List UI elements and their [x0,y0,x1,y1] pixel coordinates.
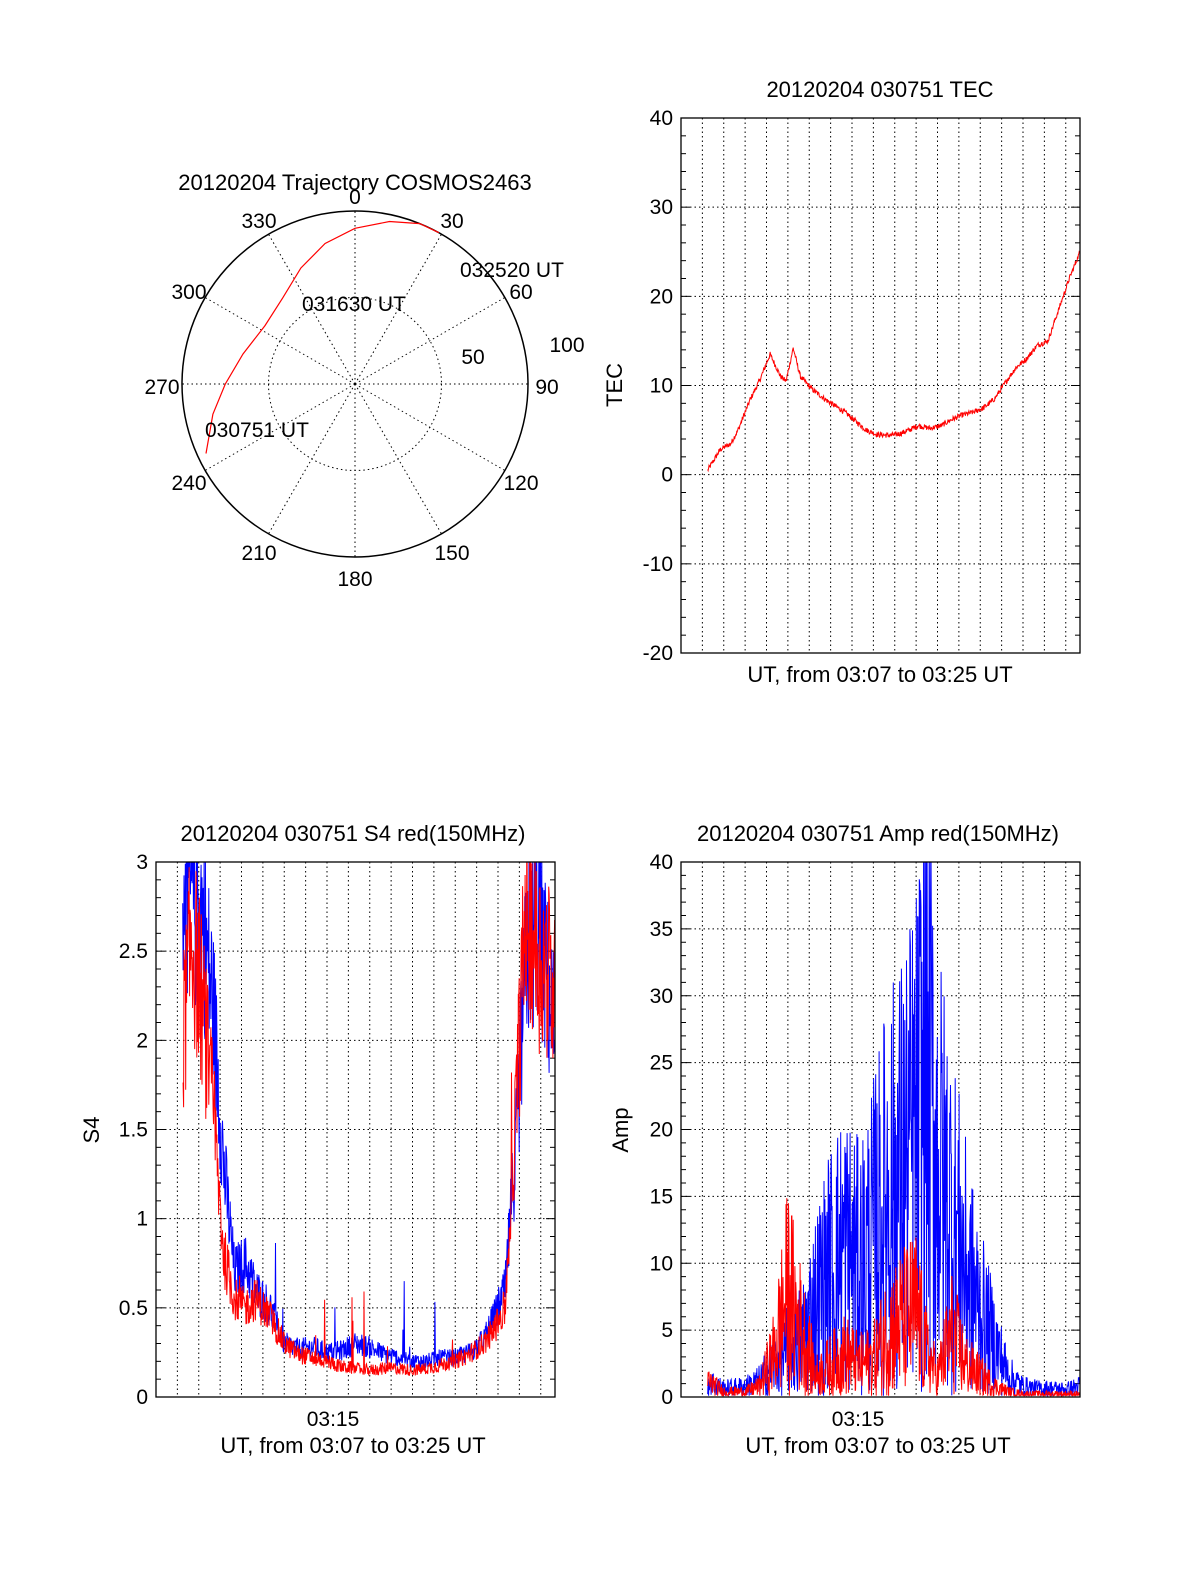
amp-title: 20120204 030751 Amp red(150MHz) [697,821,1059,846]
amp-series-line [707,1198,1080,1397]
s4-series-line [182,862,555,1370]
polar-azimuth-label: 180 [337,568,372,591]
polar-spoke-30 [354,233,442,385]
s4-xlabel: UT, from 03:07 to 03:25 UT [220,1433,485,1458]
amp-ytick-label: 35 [650,918,673,941]
polar-azimuth-label: 0 [349,186,361,209]
polar-ring-label: 50 [461,346,484,369]
s4-ytick-label: 1.5 [119,1119,148,1142]
s4-plot-frame [155,861,556,1398]
s4-ytick-label: 2 [136,1029,148,1052]
tec-ytick-label: 10 [650,375,673,398]
s4-ytick-label: 1 [136,1208,148,1231]
polar-spoke-150 [354,383,442,535]
polar-azimuth-label: 30 [440,210,463,233]
polar-azimuth-label: 330 [241,210,276,233]
tec-ytick-label: 20 [650,285,673,308]
s4-title: 20120204 030751 S4 red(150MHz) [181,821,526,846]
amp-chart: 20120204 030751 Amp red(150MHz) 03:15 UT… [608,821,1081,1458]
amp-plot-frame [680,861,1081,1398]
s4-series-line [182,862,555,1376]
s4-ytick-label: 3 [136,851,148,874]
tec-xlabel: UT, from 03:07 to 03:25 UT [747,662,1012,687]
polar-spoke-330 [268,233,356,385]
polar-azimuth-label: 150 [434,542,469,565]
polar-azimuth-label: 300 [171,281,206,304]
tec-plot-frame [680,117,1081,654]
s4-chart: 20120204 030751 S4 red(150MHz) 03:15 UT,… [79,821,556,1458]
amp-ytick-label: 0 [661,1386,673,1409]
tec-ytick-label: 40 [650,107,673,130]
polar-time-annotation: 030751 UT [205,419,309,442]
polar-time-annotation: 031630 UT [302,293,406,316]
amp-ylabel: Amp [608,1107,633,1152]
polar-title: 20120204 Trajectory COSMOS2463 [178,170,531,195]
s4-ytick-label: 0.5 [119,1297,148,1320]
tec-ytick-label: -20 [643,642,673,665]
amp-ytick-label: 10 [650,1252,673,1275]
tec-ytick-label: 30 [650,196,673,219]
polar-azimuth-label: 90 [535,376,558,399]
amp-ytick-label: 15 [650,1185,673,1208]
amp-xtick-label: 03:15 [832,1408,885,1431]
amp-xlabel: UT, from 03:07 to 03:25 UT [745,1433,1010,1458]
polar-outer-circle [181,210,529,558]
polar-azimuth-label: 120 [503,472,538,495]
polar-azimuth-label: 270 [144,376,179,399]
tec-title: 20120204 030751 TEC [766,77,993,102]
polar-ring-label: 100 [549,334,584,357]
polar-spoke-300 [204,297,356,385]
polar-azimuth-label: 240 [171,472,206,495]
amp-ytick-label: 40 [650,851,673,874]
tec-series-line [707,250,1080,473]
polar-trajectory-chart: 20120204 Trajectory COSMOS2463 0 30 60 90 12… [144,170,584,591]
amp-ytick-label: 20 [650,1119,673,1142]
s4-series-group [182,862,555,1376]
tec-chart: 20120204 030751 TEC UT, from 03:07 to 03… [602,77,1081,687]
amp-ytick-label: 30 [650,985,673,1008]
tec-ytick-label: -10 [643,553,673,576]
s4-ylabel: S4 [79,1117,104,1144]
polar-spoke-210 [268,383,356,535]
s4-ytick-label: 0 [136,1386,148,1409]
amp-ytick-label: 5 [661,1319,673,1342]
s4-ytick-label: 2.5 [119,940,148,963]
amp-series-group [707,862,1080,1397]
tec-ylabel: TEC [602,363,627,407]
polar-azimuth-label: 210 [241,542,276,565]
s4-xtick-label: 03:15 [307,1408,360,1431]
polar-spoke-120 [354,383,506,471]
tec-ytick-label: 0 [661,464,673,487]
polar-spoke-240 [204,383,356,471]
polar-time-annotation: 032520 UT [460,259,564,282]
polar-azimuth-label: 60 [509,281,532,304]
tec-series-group [707,250,1080,473]
polar-trajectory-line [205,220,440,454]
amp-ytick-label: 25 [650,1052,673,1075]
polar-spoke-60 [354,297,506,385]
